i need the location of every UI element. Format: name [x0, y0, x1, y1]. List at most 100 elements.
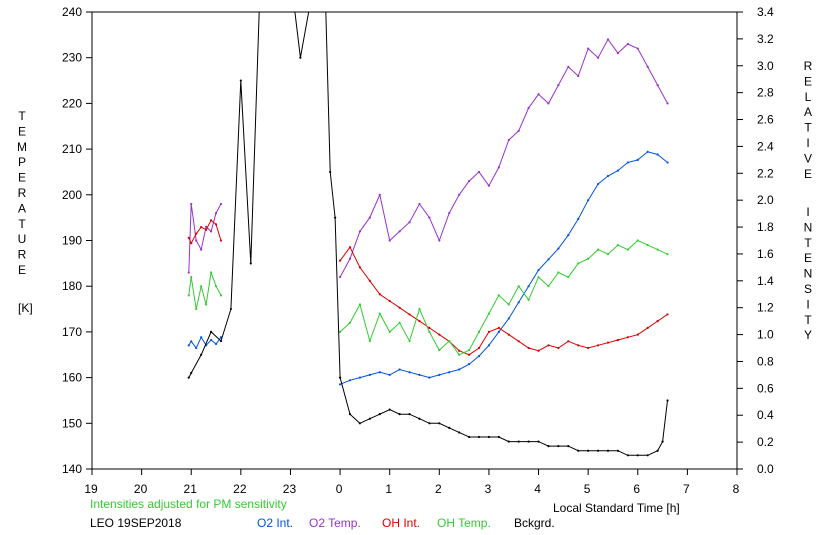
right-tick-label: 1.6	[757, 247, 774, 261]
left-axis: 140 150 160 170 180 190 200 210 220 230 240	[62, 5, 92, 476]
series-point	[408, 313, 411, 316]
left-title-letter: E	[18, 263, 26, 277]
right-tick-label: 0.0	[757, 462, 774, 476]
series-point	[656, 84, 659, 87]
x-tick-label: 6	[633, 482, 640, 496]
series-point	[626, 42, 629, 46]
right-title-letter: A	[804, 105, 812, 119]
station-date: LEO 19SEP2018	[90, 516, 182, 530]
series-point	[477, 354, 481, 358]
series-point	[418, 373, 421, 377]
series-point	[458, 368, 461, 371]
series-point	[209, 330, 213, 333]
left-tick-label: 240	[62, 5, 82, 19]
series-point	[418, 307, 421, 311]
series-point	[467, 435, 471, 439]
left-tick-label: 150	[62, 416, 82, 430]
series-point	[200, 285, 203, 288]
series-point	[214, 223, 218, 226]
series-point	[587, 47, 590, 50]
series-point	[388, 330, 391, 333]
series-point	[507, 333, 510, 336]
series-point	[418, 202, 421, 206]
legend-entry: O2 Int.	[257, 516, 293, 530]
series-point	[567, 275, 570, 279]
series-point	[587, 257, 590, 260]
series-point	[398, 306, 401, 309]
series-point	[448, 211, 451, 215]
series-point	[219, 239, 223, 242]
series-point	[577, 449, 580, 452]
series-point	[358, 303, 362, 306]
series-point	[214, 342, 218, 346]
series-point	[458, 193, 461, 196]
series-point	[388, 408, 391, 411]
x-tick-label: 5	[584, 482, 591, 496]
left-tick-label: 170	[62, 325, 82, 339]
right-title-letter: R	[804, 59, 813, 73]
series-point	[587, 199, 590, 202]
series-point	[666, 313, 669, 316]
x-tick-label: 21	[184, 482, 198, 496]
series-point	[438, 333, 441, 336]
series-point	[606, 449, 610, 452]
series-point	[616, 169, 620, 172]
series-point	[656, 248, 659, 251]
series-point	[497, 166, 500, 169]
right-tick-label: 2.6	[757, 113, 774, 127]
series-point	[190, 275, 193, 279]
right-tick-label: 1.8	[757, 220, 774, 234]
series-point	[209, 230, 213, 233]
series-point	[596, 344, 600, 347]
series-point	[368, 417, 371, 420]
series-point	[616, 449, 620, 452]
series-point	[606, 174, 610, 178]
left-tick-label: 210	[62, 142, 82, 156]
series-point	[557, 271, 560, 274]
series-oh-int	[187, 219, 669, 356]
series-point	[398, 413, 401, 416]
series-point	[497, 330, 500, 333]
series-point	[646, 150, 649, 153]
right-tick-label: 2.4	[757, 139, 774, 153]
series-point	[358, 230, 362, 233]
series-point	[334, 216, 337, 219]
series-point	[338, 383, 342, 386]
series-point	[368, 279, 371, 282]
right-title-letter: I	[806, 205, 809, 219]
legend: O2 Int. O2 Temp. OH Int. OH Temp. Bckgrd.	[257, 516, 555, 530]
right-tick-label: 0.2	[757, 435, 774, 449]
series-line	[188, 239, 668, 356]
left-tick-label: 160	[62, 371, 82, 385]
series-point	[527, 285, 530, 288]
left-tick-label: 200	[62, 188, 82, 202]
series-point	[187, 271, 190, 274]
x-axis: 19 20 21 22 23 0 1 2 3 4 5 6 7 8	[84, 469, 740, 496]
right-tick-label: 2.2	[757, 166, 774, 180]
series-point	[338, 259, 342, 262]
left-title-letter: R	[18, 186, 27, 200]
series-point	[299, 56, 302, 59]
series-point	[378, 193, 381, 196]
x-tick-label: 22	[233, 482, 247, 496]
series-point	[187, 294, 190, 297]
series-point	[398, 321, 401, 324]
series-point	[408, 413, 411, 416]
series-point	[309, 2, 311, 4]
series-point	[348, 379, 352, 382]
left-title-letter: E	[18, 124, 26, 138]
right-title-letter: T	[804, 236, 812, 250]
series-point	[606, 253, 610, 256]
series-point	[646, 454, 649, 457]
series-point	[626, 161, 629, 164]
left-title-letter: P	[18, 155, 26, 169]
left-title-letter: U	[18, 232, 27, 246]
series-point	[229, 307, 233, 311]
series-point	[537, 440, 540, 443]
series-point	[200, 225, 203, 229]
right-title-letter: I	[806, 297, 809, 311]
right-tick-label: 3.4	[757, 5, 774, 19]
series-point	[596, 449, 600, 452]
series-point	[606, 38, 610, 41]
